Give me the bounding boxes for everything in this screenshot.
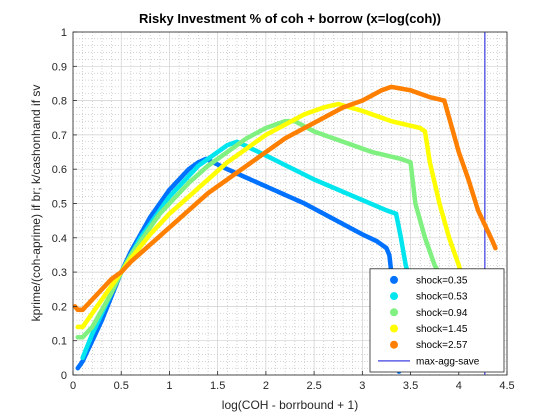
x-tick-label: 3.5 [403, 380, 418, 392]
y-tick-label: 0.3 [52, 267, 67, 279]
x-tick-label: 4.5 [499, 380, 514, 392]
y-tick-label: 0.5 [52, 199, 67, 211]
y-tick-label: 0.2 [52, 301, 67, 313]
x-tick-label: 2 [263, 380, 269, 392]
chart-title: Risky Investment % of coh + borrow (x=lo… [139, 11, 441, 26]
legend-marker [390, 308, 398, 317]
x-tick-label: 1 [166, 380, 172, 392]
legend-marker [390, 340, 398, 349]
legend-entry-label: shock=0.35 [416, 275, 468, 286]
data-point [493, 245, 498, 251]
y-axis-ticks: 0 0.1 0.2 0.3 0.4 0.5 0.6 0.7 0.8 0.9 1 [52, 27, 77, 382]
x-tick-label: 1.5 [210, 380, 225, 392]
legend-entry-label: shock=1.45 [416, 324, 468, 335]
y-tick-label: 0.1 [52, 336, 67, 348]
y-tick-label: 0.8 [52, 96, 67, 108]
legend-box [369, 268, 505, 373]
legend-entry-label: shock=0.94 [416, 308, 468, 319]
legend-marker [390, 275, 398, 284]
x-tick-label: 0 [70, 380, 76, 392]
legend-marker [390, 324, 398, 333]
legend-entry-label: max-agg-save [416, 356, 480, 367]
x-axis-label: log(COH - borrbound + 1) [222, 398, 358, 412]
x-tick-label: 4 [456, 380, 462, 392]
legend-entry-label: shock=0.53 [416, 292, 468, 303]
y-tick-label: 0.4 [52, 233, 67, 245]
x-axis-ticks: 0 0.5 1 1.5 2 2.5 3 3.5 4 4.5 [70, 371, 515, 392]
x-tick-label: 2.5 [306, 380, 321, 392]
y-tick-label: 1 [61, 27, 67, 39]
legend-entry-label: shock=2.57 [416, 340, 468, 351]
legend-marker [390, 292, 398, 301]
x-tick-label: 3 [359, 380, 365, 392]
y-tick-label: 0.6 [52, 164, 67, 176]
y-tick-label: 0.7 [52, 130, 67, 142]
x-tick-label: 0.5 [114, 380, 129, 392]
series-shock-2-57 [72, 84, 498, 313]
y-tick-label: 0.9 [52, 61, 67, 73]
y-axis-label: kprime/(coh-aprime) if br; k/cashonhand … [29, 85, 43, 322]
y-tick-label: 0 [61, 370, 67, 382]
legend: shock=0.35 shock=0.53 shock=0.94 shock=1.45… [369, 268, 505, 373]
